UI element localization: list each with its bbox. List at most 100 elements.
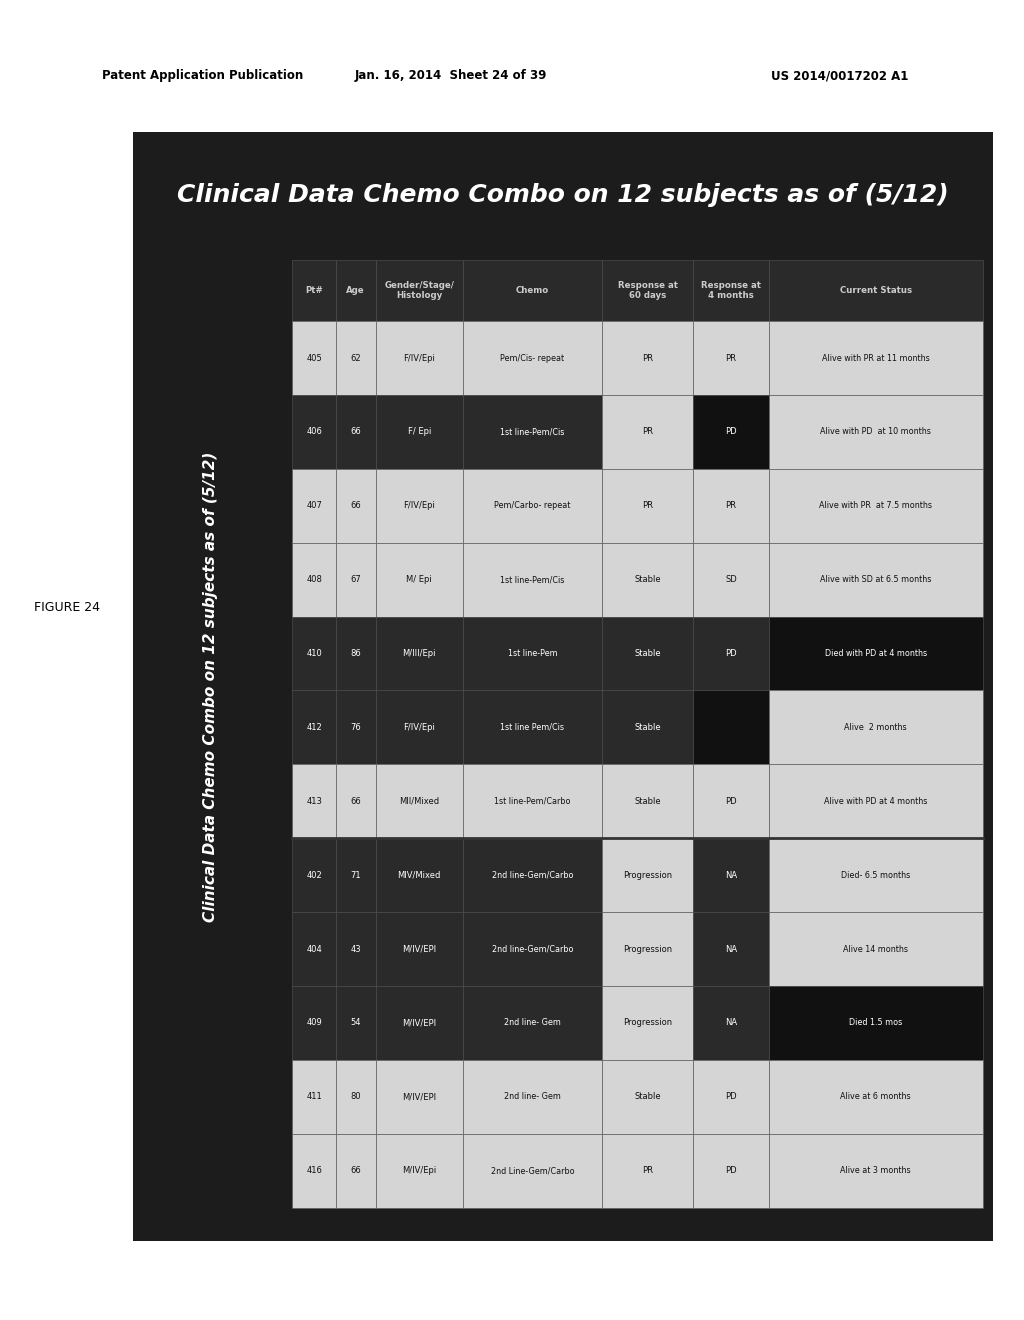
Text: Patent Application Publication: Patent Application Publication bbox=[102, 70, 304, 82]
Text: 54: 54 bbox=[350, 1018, 361, 1027]
Bar bbox=[602, 321, 693, 395]
Text: Stable: Stable bbox=[634, 1092, 660, 1101]
Bar bbox=[693, 321, 769, 395]
Bar bbox=[769, 838, 983, 912]
Bar bbox=[463, 764, 602, 838]
Bar bbox=[693, 838, 769, 912]
Bar bbox=[376, 260, 463, 321]
Text: Stable: Stable bbox=[634, 649, 660, 659]
Text: 1st line-Pem: 1st line-Pem bbox=[508, 649, 557, 659]
Text: 413: 413 bbox=[306, 797, 322, 805]
Bar bbox=[769, 1134, 983, 1208]
Bar bbox=[769, 912, 983, 986]
Bar bbox=[693, 1060, 769, 1134]
Text: Died- 6.5 months: Died- 6.5 months bbox=[841, 871, 910, 879]
Text: Jan. 16, 2014  Sheet 24 of 39: Jan. 16, 2014 Sheet 24 of 39 bbox=[354, 70, 547, 82]
Bar bbox=[602, 469, 693, 543]
Text: NA: NA bbox=[725, 945, 737, 953]
Text: 67: 67 bbox=[350, 576, 361, 585]
Bar bbox=[463, 912, 602, 986]
Text: Clinical Data Chemo Combo on 12 subjects as of (5/12): Clinical Data Chemo Combo on 12 subjects… bbox=[177, 182, 949, 207]
Text: F/IV/Epi: F/IV/Epi bbox=[403, 502, 435, 511]
Text: PR: PR bbox=[642, 354, 653, 363]
Bar bbox=[693, 986, 769, 1060]
Bar bbox=[463, 986, 602, 1060]
Bar bbox=[376, 395, 463, 469]
Bar bbox=[463, 395, 602, 469]
Bar bbox=[376, 1134, 463, 1208]
Bar bbox=[336, 764, 376, 838]
Text: 71: 71 bbox=[350, 871, 361, 879]
Text: M/IV/Epi: M/IV/Epi bbox=[402, 1166, 436, 1175]
Text: Gender/Stage/
Histology: Gender/Stage/ Histology bbox=[384, 281, 455, 300]
Text: 62: 62 bbox=[350, 354, 361, 363]
Bar bbox=[376, 764, 463, 838]
Text: 408: 408 bbox=[306, 576, 322, 585]
Bar bbox=[602, 543, 693, 616]
Text: F/ Epi: F/ Epi bbox=[408, 428, 431, 437]
Text: 2nd line-Gem/Carbo: 2nd line-Gem/Carbo bbox=[492, 871, 573, 879]
Text: SD: SD bbox=[725, 576, 736, 585]
Bar bbox=[336, 986, 376, 1060]
Bar bbox=[769, 395, 983, 469]
Text: Response at
60 days: Response at 60 days bbox=[617, 281, 678, 300]
Text: 43: 43 bbox=[350, 945, 361, 953]
Text: 409: 409 bbox=[306, 1018, 322, 1027]
Bar bbox=[769, 469, 983, 543]
Bar bbox=[292, 469, 336, 543]
Text: 2nd line-Gem/Carbo: 2nd line-Gem/Carbo bbox=[492, 945, 573, 953]
Bar bbox=[463, 616, 602, 690]
Bar bbox=[376, 912, 463, 986]
Bar bbox=[292, 543, 336, 616]
Bar bbox=[602, 764, 693, 838]
Bar bbox=[292, 321, 336, 395]
Text: Alive at 3 months: Alive at 3 months bbox=[841, 1166, 911, 1175]
Text: Pem/Cis- repeat: Pem/Cis- repeat bbox=[501, 354, 564, 363]
Bar bbox=[693, 764, 769, 838]
Text: 66: 66 bbox=[350, 502, 361, 511]
Text: 411: 411 bbox=[306, 1092, 322, 1101]
Text: NA: NA bbox=[725, 871, 737, 879]
Bar bbox=[693, 1134, 769, 1208]
Text: 410: 410 bbox=[306, 649, 322, 659]
Text: M/ Epi: M/ Epi bbox=[407, 576, 432, 585]
Text: 66: 66 bbox=[350, 1166, 361, 1175]
Bar bbox=[292, 260, 336, 321]
Text: 66: 66 bbox=[350, 428, 361, 437]
Text: PD: PD bbox=[725, 1166, 736, 1175]
Text: Current Status: Current Status bbox=[840, 286, 911, 294]
Text: Clinical Data Chemo Combo on 12 subjects as of (5/12): Clinical Data Chemo Combo on 12 subjects… bbox=[203, 451, 218, 921]
Bar bbox=[769, 690, 983, 764]
Text: 2nd Line-Gem/Carbo: 2nd Line-Gem/Carbo bbox=[490, 1166, 574, 1175]
Bar bbox=[292, 838, 336, 912]
Bar bbox=[769, 764, 983, 838]
Text: PR: PR bbox=[642, 428, 653, 437]
Text: 405: 405 bbox=[306, 354, 322, 363]
Bar bbox=[336, 690, 376, 764]
Text: MIV/Mixed: MIV/Mixed bbox=[397, 871, 441, 879]
Bar bbox=[133, 132, 993, 1241]
Bar bbox=[376, 616, 463, 690]
Text: 1st line-Pem/Cis: 1st line-Pem/Cis bbox=[500, 576, 564, 585]
Text: Response at
4 months: Response at 4 months bbox=[700, 281, 761, 300]
Bar bbox=[463, 1060, 602, 1134]
Bar bbox=[336, 469, 376, 543]
Bar bbox=[463, 543, 602, 616]
Text: Alive with SD at 6.5 months: Alive with SD at 6.5 months bbox=[820, 576, 932, 585]
Text: Pem/Carbo- repeat: Pem/Carbo- repeat bbox=[495, 502, 570, 511]
Text: M/III/Epi: M/III/Epi bbox=[402, 649, 436, 659]
Text: F/IV/Epi: F/IV/Epi bbox=[403, 354, 435, 363]
Text: Progression: Progression bbox=[623, 871, 672, 879]
Bar bbox=[292, 395, 336, 469]
Text: 416: 416 bbox=[306, 1166, 322, 1175]
Text: Died with PD at 4 months: Died with PD at 4 months bbox=[824, 649, 927, 659]
Text: Alive with PD  at 10 months: Alive with PD at 10 months bbox=[820, 428, 931, 437]
Text: Died 1.5 mos: Died 1.5 mos bbox=[849, 1018, 902, 1027]
Bar bbox=[602, 1060, 693, 1134]
Bar bbox=[602, 912, 693, 986]
Bar bbox=[376, 469, 463, 543]
Bar bbox=[376, 838, 463, 912]
Text: M/IV/EPI: M/IV/EPI bbox=[402, 1018, 436, 1027]
Bar bbox=[463, 1134, 602, 1208]
Bar bbox=[292, 764, 336, 838]
